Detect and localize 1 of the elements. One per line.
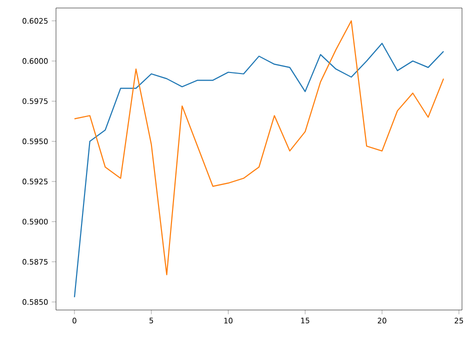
line-series xyxy=(74,42,444,298)
